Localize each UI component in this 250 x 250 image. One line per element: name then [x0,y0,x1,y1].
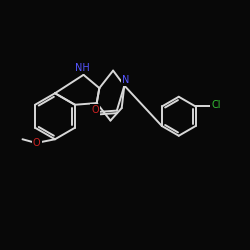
Text: O: O [33,138,40,148]
Text: N: N [122,75,129,85]
Text: Cl: Cl [212,100,221,110]
Text: NH: NH [75,63,90,73]
Text: O: O [91,105,99,115]
